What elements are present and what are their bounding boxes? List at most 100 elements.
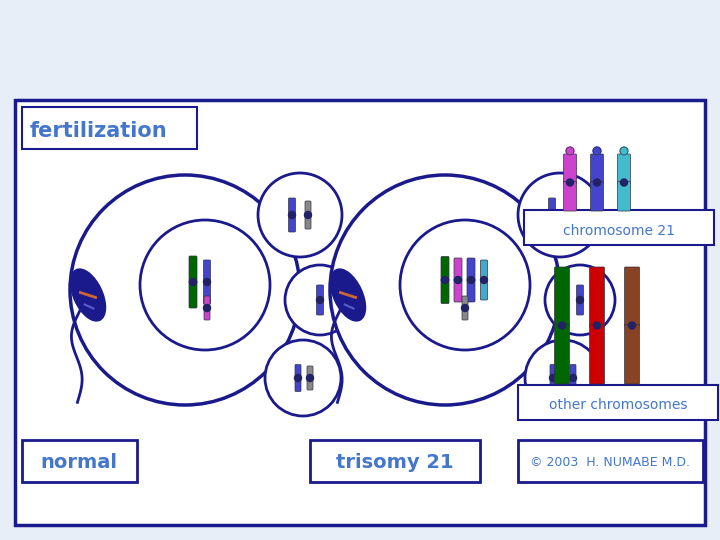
FancyBboxPatch shape <box>554 325 570 384</box>
FancyBboxPatch shape <box>550 377 556 392</box>
FancyBboxPatch shape <box>441 279 449 303</box>
Circle shape <box>620 147 628 155</box>
FancyBboxPatch shape <box>467 279 475 302</box>
Circle shape <box>305 212 312 219</box>
Bar <box>518 440 703 482</box>
Circle shape <box>629 322 636 329</box>
FancyBboxPatch shape <box>549 214 556 232</box>
Circle shape <box>577 296 583 303</box>
FancyBboxPatch shape <box>317 285 323 301</box>
Bar <box>22 107 197 149</box>
Circle shape <box>204 279 210 286</box>
Bar <box>518 385 718 420</box>
Text: fertilization: fertilization <box>30 121 168 141</box>
Bar <box>310 440 480 482</box>
Bar <box>15 100 705 525</box>
Circle shape <box>559 375 567 381</box>
Circle shape <box>549 375 557 381</box>
FancyBboxPatch shape <box>204 296 210 309</box>
FancyBboxPatch shape <box>590 267 605 327</box>
FancyBboxPatch shape <box>480 260 487 281</box>
FancyBboxPatch shape <box>204 260 210 283</box>
Circle shape <box>593 147 601 155</box>
Circle shape <box>545 265 615 335</box>
Text: chromosome 21: chromosome 21 <box>563 224 675 238</box>
FancyBboxPatch shape <box>577 285 583 301</box>
Circle shape <box>258 173 342 257</box>
FancyBboxPatch shape <box>560 377 566 392</box>
Text: trisomy 21: trisomy 21 <box>336 454 454 472</box>
FancyBboxPatch shape <box>295 364 301 379</box>
FancyBboxPatch shape <box>462 307 468 320</box>
Circle shape <box>317 296 323 303</box>
Circle shape <box>593 179 600 186</box>
FancyBboxPatch shape <box>590 325 605 384</box>
FancyBboxPatch shape <box>289 214 295 232</box>
FancyBboxPatch shape <box>189 281 197 308</box>
FancyBboxPatch shape <box>307 377 313 390</box>
FancyBboxPatch shape <box>565 214 571 229</box>
Circle shape <box>285 265 355 335</box>
FancyBboxPatch shape <box>560 364 566 379</box>
Circle shape <box>140 220 270 350</box>
FancyBboxPatch shape <box>590 154 603 184</box>
Circle shape <box>330 175 560 405</box>
Circle shape <box>480 276 487 284</box>
Circle shape <box>204 305 210 312</box>
FancyBboxPatch shape <box>570 377 576 392</box>
Circle shape <box>462 305 469 312</box>
FancyBboxPatch shape <box>307 366 313 379</box>
FancyBboxPatch shape <box>618 181 631 211</box>
Circle shape <box>593 322 600 329</box>
Circle shape <box>620 147 628 155</box>
FancyBboxPatch shape <box>467 258 475 281</box>
FancyBboxPatch shape <box>204 307 210 320</box>
Circle shape <box>593 147 601 155</box>
FancyBboxPatch shape <box>317 299 323 315</box>
Circle shape <box>467 276 474 284</box>
Circle shape <box>307 375 313 381</box>
Circle shape <box>549 212 556 219</box>
FancyBboxPatch shape <box>549 198 556 216</box>
Circle shape <box>265 340 341 416</box>
Circle shape <box>289 212 295 219</box>
FancyBboxPatch shape <box>550 364 556 379</box>
Circle shape <box>621 179 628 186</box>
FancyBboxPatch shape <box>624 267 639 327</box>
FancyBboxPatch shape <box>618 154 631 184</box>
Circle shape <box>189 279 197 286</box>
FancyBboxPatch shape <box>570 364 576 379</box>
FancyBboxPatch shape <box>454 279 462 302</box>
Text: other chromosomes: other chromosomes <box>549 398 688 412</box>
FancyBboxPatch shape <box>480 279 487 300</box>
Circle shape <box>525 340 601 416</box>
FancyBboxPatch shape <box>441 256 449 281</box>
Bar <box>22 440 137 482</box>
FancyBboxPatch shape <box>577 299 583 315</box>
FancyBboxPatch shape <box>295 377 301 392</box>
Circle shape <box>400 220 530 350</box>
Circle shape <box>294 375 302 381</box>
FancyBboxPatch shape <box>624 325 639 384</box>
FancyBboxPatch shape <box>564 181 577 211</box>
Text: normal: normal <box>40 454 117 472</box>
Circle shape <box>564 212 572 219</box>
FancyBboxPatch shape <box>189 256 197 283</box>
FancyBboxPatch shape <box>305 201 311 216</box>
Ellipse shape <box>71 269 105 321</box>
FancyBboxPatch shape <box>289 198 295 216</box>
Circle shape <box>454 276 462 284</box>
FancyBboxPatch shape <box>590 181 603 211</box>
Circle shape <box>559 322 565 329</box>
Circle shape <box>70 175 300 405</box>
FancyBboxPatch shape <box>462 296 468 309</box>
Circle shape <box>570 375 577 381</box>
Circle shape <box>566 147 574 155</box>
Circle shape <box>567 179 574 186</box>
Text: © 2003  H. NUMABE M.D.: © 2003 H. NUMABE M.D. <box>530 456 690 469</box>
Bar <box>524 210 714 245</box>
Ellipse shape <box>330 269 365 321</box>
FancyBboxPatch shape <box>564 154 577 184</box>
Circle shape <box>518 173 602 257</box>
FancyBboxPatch shape <box>305 214 311 229</box>
